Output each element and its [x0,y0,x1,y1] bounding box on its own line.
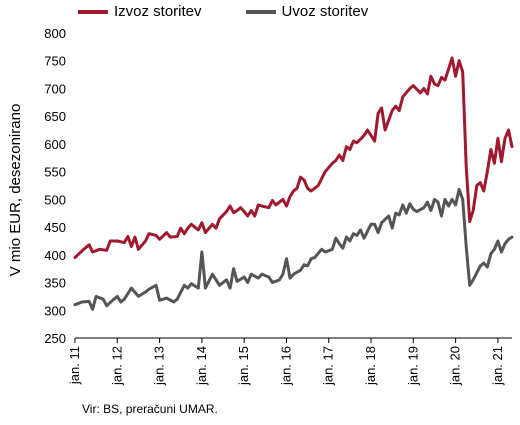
y-tick-label: 250 [44,331,66,346]
y-tick-label: 350 [44,276,66,291]
legend-label-izvoz: Izvoz storitev [114,3,202,20]
legend-label-uvoz: Uvoz storitev [281,3,369,20]
x-axis: jan. 11 jan. 12 jan. 13 jan. 14 jan. 15 jan. … [67,337,512,386]
y-tick-label: 750 [44,54,66,69]
x-tick-label: jan. 17 [321,346,336,386]
legend-item-izvoz: Izvoz storitev [78,3,202,20]
x-tick-label: jan. 19 [405,346,420,386]
x-tick-label: jan. 21 [490,346,505,386]
source-note: Vir: BS, preračuni UMAR. [82,402,218,416]
x-tick-label: jan. 15 [236,346,251,386]
series-line-izvoz [73,56,514,260]
legend-swatch-izvoz [78,9,108,14]
series-lines [73,56,514,311]
y-axis-title: V mio EUR, desezonirano [7,104,24,277]
y-tick-label: 650 [44,109,66,124]
series-line-uvoz [73,187,514,311]
x-tick-label: jan. 12 [109,346,124,386]
y-tick-label: 300 [44,303,66,318]
y-tick-label: 600 [44,137,66,152]
x-tick-label: jan. 16 [278,346,293,386]
legend-item-uvoz: Uvoz storitev [245,3,369,20]
x-tick-label: jan. 11 [67,346,82,385]
x-tick-label: jan. 20 [448,346,463,386]
y-axis: 250 300 350 400 450 500 550 600 650 700 750 800 [44,26,66,346]
y-tick-label: 700 [44,81,66,96]
y-tick-label: 450 [44,220,66,235]
x-tick-label: jan. 14 [194,346,209,386]
y-tick-label: 550 [44,165,66,180]
y-tick-label: 500 [44,192,66,207]
x-tick-label: jan. 18 [363,346,378,386]
y-tick-label: 400 [44,248,66,263]
x-tick-label: jan. 13 [152,346,167,386]
legend-swatch-uvoz [245,9,276,14]
legend: Izvoz storitev Uvoz storitev [78,3,368,20]
y-tick-label: 800 [44,26,66,41]
